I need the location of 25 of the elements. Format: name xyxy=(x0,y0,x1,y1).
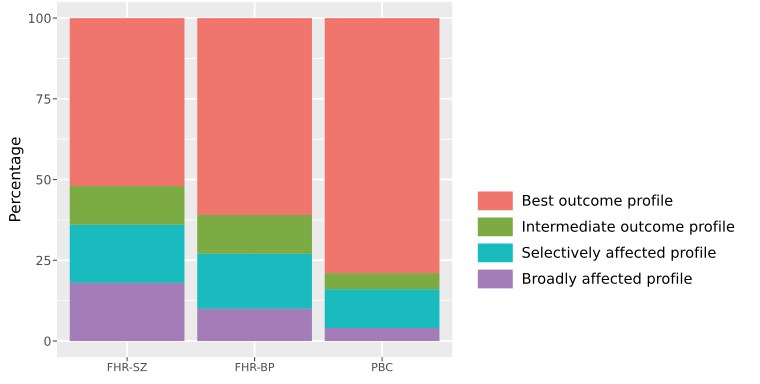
y-tick-label: 0 xyxy=(44,336,51,346)
bar xyxy=(324,18,440,274)
bar xyxy=(324,289,440,328)
bar xyxy=(70,282,184,341)
bar xyxy=(324,328,440,341)
x-tick-label: PBC xyxy=(372,362,392,372)
y-tick-label: 50 xyxy=(36,174,51,184)
legend-label: Best outcome profile xyxy=(522,194,672,209)
bar xyxy=(70,18,184,186)
y-tick-label: 25 xyxy=(36,256,50,266)
x-tick-label: FHR-SZ xyxy=(108,362,147,372)
bar xyxy=(197,18,312,216)
bar xyxy=(70,186,184,225)
x-tick-label: FHR-BP xyxy=(236,363,274,372)
bar xyxy=(197,215,312,254)
bar xyxy=(197,254,312,309)
bar xyxy=(324,273,440,290)
legend-label: Intermediate outcome profile xyxy=(522,220,734,235)
y-tick-label: 100 xyxy=(28,14,51,23)
bar xyxy=(70,224,184,283)
legend-label: Broadly affected profile xyxy=(522,272,692,287)
y-tick-label: 75 xyxy=(36,94,50,104)
legend-label: Selectively affected profile xyxy=(522,246,716,261)
y-axis-title: Percentage xyxy=(9,137,24,221)
bar xyxy=(197,308,312,341)
